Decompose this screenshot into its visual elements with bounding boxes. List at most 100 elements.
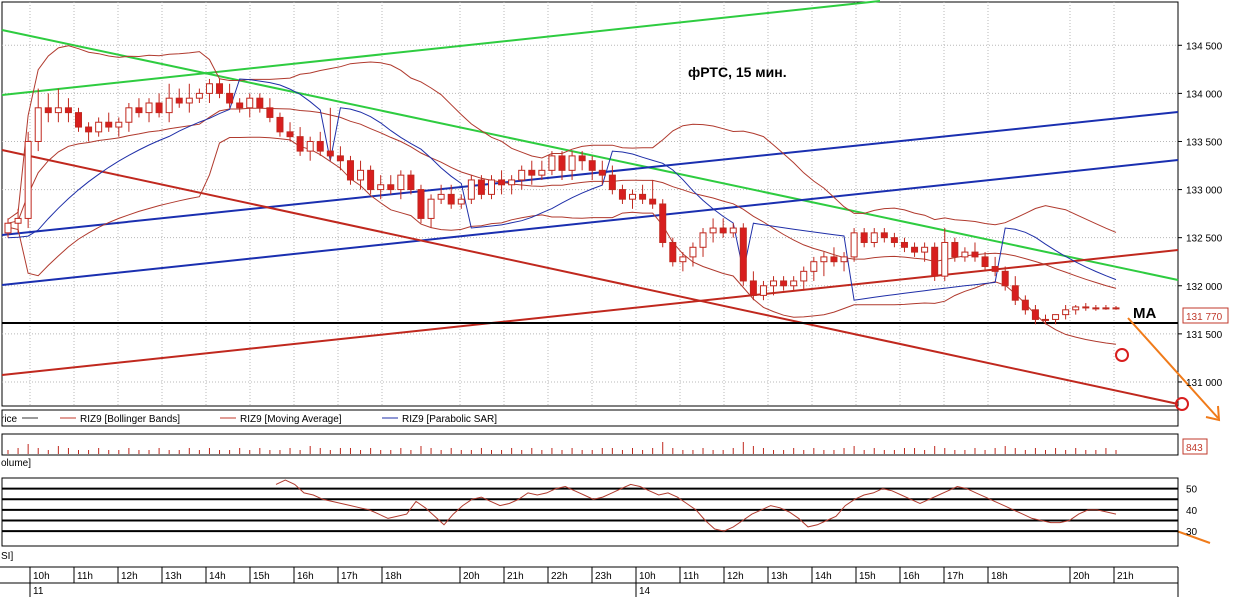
candle-body xyxy=(447,193,455,205)
candle-body xyxy=(457,198,465,205)
candle-body xyxy=(105,121,113,128)
bollinger-bands-layer xyxy=(7,45,1117,345)
candle-body xyxy=(719,227,727,234)
time-tick-label: 15h xyxy=(859,571,876,582)
candle-body xyxy=(729,227,737,234)
time-tick-label: 17h xyxy=(947,571,964,582)
candle-body xyxy=(820,256,828,263)
time-tick-label: 15h xyxy=(253,571,270,582)
candle-body xyxy=(830,256,838,263)
target-circle-marker xyxy=(1115,348,1129,362)
candle-body xyxy=(276,116,284,133)
candle-body xyxy=(870,232,878,243)
time-tick-label: 16h xyxy=(903,571,920,582)
candle-body xyxy=(558,155,566,171)
candle-body xyxy=(498,179,506,186)
legend-label: RIZ9 [Moving Average] xyxy=(240,414,342,425)
price-tick-label: 131 000 xyxy=(1186,378,1223,389)
candle-body xyxy=(699,232,707,248)
time-tick-label: 12h xyxy=(727,571,744,582)
candle-body xyxy=(316,140,324,152)
trendline-layer xyxy=(1,0,1179,405)
time-tick-label: 18h xyxy=(385,571,402,582)
candle-body xyxy=(961,251,969,258)
candle-body xyxy=(175,97,183,104)
candle-body xyxy=(749,280,757,296)
candle-body xyxy=(629,193,637,200)
candle-body xyxy=(1102,307,1110,310)
candle-body xyxy=(296,136,304,152)
price-tick-label: 132 500 xyxy=(1186,234,1223,245)
candle-body xyxy=(608,174,616,191)
candle-body xyxy=(1031,309,1039,320)
candle-body xyxy=(1112,307,1120,310)
candle-body xyxy=(377,184,385,191)
blue-lower-channel xyxy=(1,159,1179,286)
candle-body xyxy=(931,246,939,277)
candle-body xyxy=(679,256,687,263)
candle-body xyxy=(266,107,274,118)
candle-body xyxy=(306,140,314,152)
axis-layer: 134 500 134 000 133 500 133 000 132 500 132 0… xyxy=(0,41,1223,597)
candle-body xyxy=(195,92,203,99)
volume-panel-frame xyxy=(1,433,1179,456)
candle-body xyxy=(397,174,405,191)
candle-body xyxy=(417,189,425,219)
legend-bar xyxy=(1,409,1179,427)
time-tick-label: 16h xyxy=(297,571,314,582)
bollinger-lower-band xyxy=(7,136,1117,345)
price-tick-label: 131 500 xyxy=(1186,330,1223,341)
time-tick-label: 13h xyxy=(771,571,788,582)
candle-body xyxy=(1082,306,1090,309)
candle-body xyxy=(689,246,697,258)
time-tick-label: 12h xyxy=(121,571,138,582)
candle-body xyxy=(165,97,173,114)
candle-body xyxy=(659,203,667,243)
candle-body xyxy=(326,150,334,157)
candle-body xyxy=(578,155,586,162)
candle-body xyxy=(548,155,556,171)
candle-body xyxy=(1041,318,1049,321)
candle-body xyxy=(54,107,62,114)
candle-body xyxy=(155,102,163,114)
candle-body xyxy=(427,198,435,219)
candle-body xyxy=(780,280,788,287)
candle-body xyxy=(568,155,576,171)
green-upper-trendline xyxy=(1,0,881,96)
candle-body xyxy=(951,241,959,258)
candle-body xyxy=(125,107,133,123)
time-tick-label: 11h xyxy=(683,571,699,582)
rsi-tick-label: 50 xyxy=(1186,485,1198,496)
candle-body xyxy=(336,155,344,162)
candles-layer xyxy=(4,78,1120,325)
candle-body xyxy=(467,179,475,200)
time-tick-label: 23h xyxy=(595,571,612,582)
volume-layer xyxy=(1,433,1179,456)
date-tick-label: 11 xyxy=(33,586,44,597)
volume-value-label: 843 xyxy=(1186,443,1203,454)
legend-label: RIZ9 [Parabolic SAR] xyxy=(402,414,497,425)
last-price-label: 131 770 xyxy=(1186,312,1223,323)
candle-body xyxy=(1001,270,1009,287)
candle-body xyxy=(75,112,83,128)
candle-body xyxy=(256,97,264,109)
price-tick-label: 134 000 xyxy=(1186,89,1223,100)
candle-body xyxy=(790,280,798,287)
candle-body xyxy=(981,256,989,268)
time-tick-label: 14h xyxy=(815,571,832,582)
last-price-box xyxy=(1182,307,1229,324)
candle-body xyxy=(518,169,526,181)
candle-body xyxy=(639,193,647,200)
candle-body xyxy=(205,83,213,94)
parabolic-sar-layer xyxy=(7,78,1117,301)
candle-body xyxy=(941,241,949,277)
time-tick-label: 20h xyxy=(1073,571,1090,582)
price-panel-frame xyxy=(1,1,1179,407)
chart-title: фРТС, 15 мин. xyxy=(688,64,787,80)
candle-body xyxy=(538,169,546,176)
rsi-panel-label: SI] xyxy=(1,551,13,562)
candle-body xyxy=(14,217,22,224)
price-tick-label: 134 500 xyxy=(1186,41,1223,52)
candle-body xyxy=(357,169,365,181)
candle-body xyxy=(487,179,495,195)
